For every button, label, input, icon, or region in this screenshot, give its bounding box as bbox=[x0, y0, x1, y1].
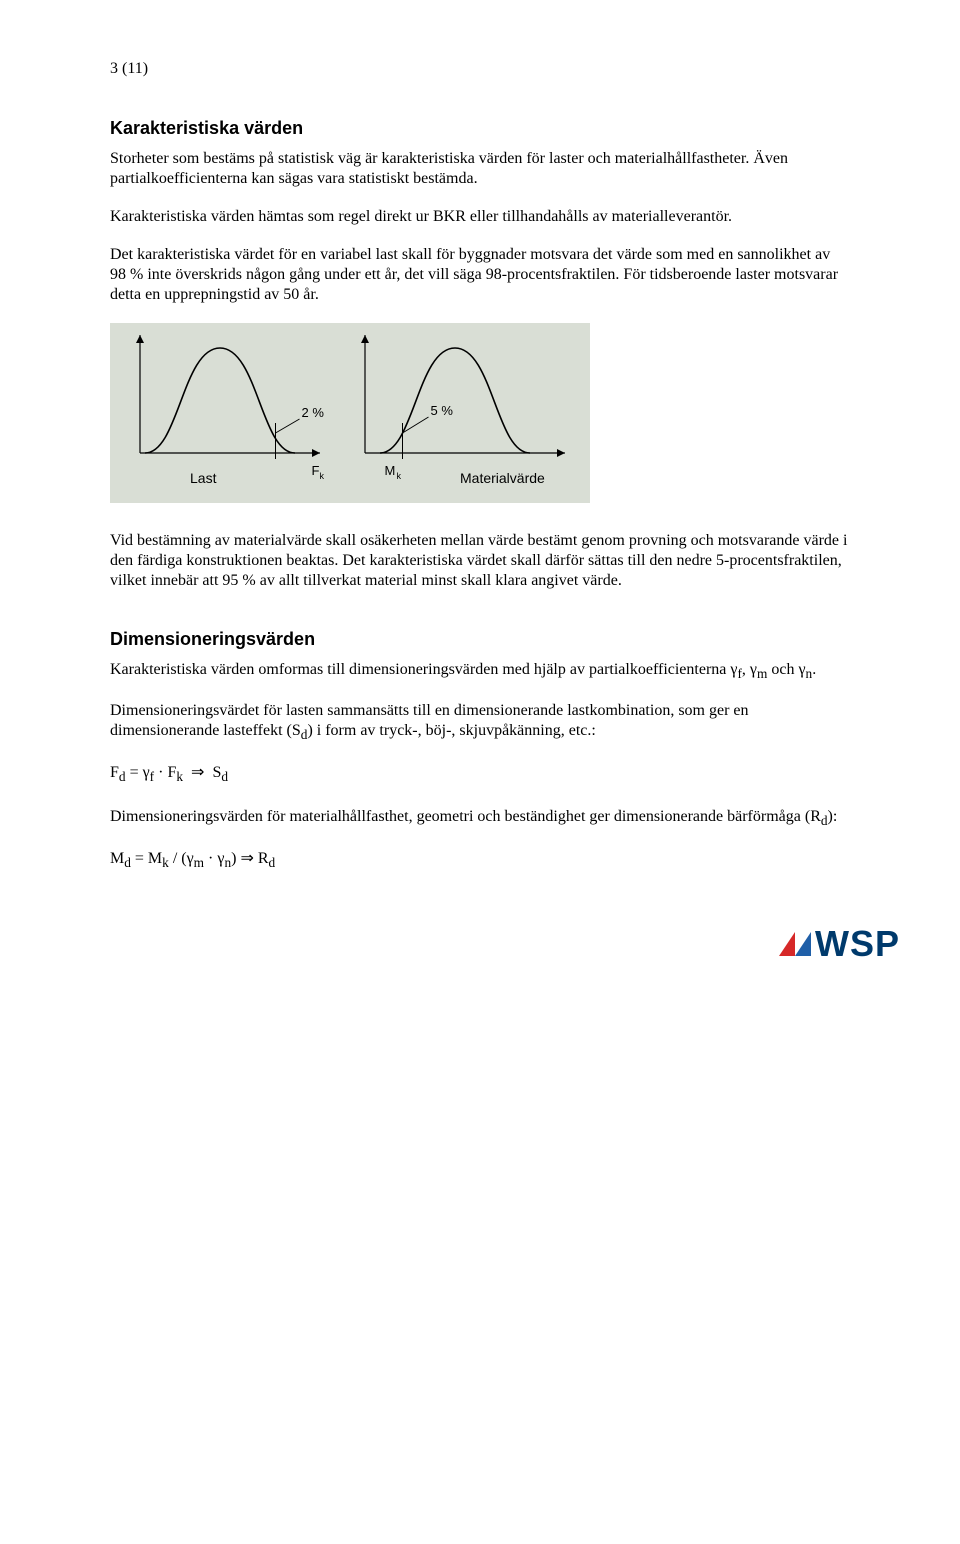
svg-text:F: F bbox=[312, 463, 320, 478]
svg-text:k: k bbox=[397, 471, 402, 481]
svg-text:M: M bbox=[385, 463, 396, 478]
paragraph: Dimensioneringsvärden för materialhållfa… bbox=[110, 807, 850, 830]
logo-text: WSP bbox=[815, 923, 900, 965]
svg-text:5 %: 5 % bbox=[431, 403, 454, 418]
paragraph: Det karakteristiska värdet för en variab… bbox=[110, 245, 850, 305]
svg-text:k: k bbox=[320, 471, 325, 481]
paragraph: Storheter som bestäms på statistisk väg … bbox=[110, 149, 850, 189]
paragraph: Karakteristiska värden hämtas som regel … bbox=[110, 207, 850, 227]
distribution-figure: 2 % Fk Last 5 % Mk Materialvärde bbox=[110, 323, 850, 503]
svg-text:Materialvärde: Materialvärde bbox=[460, 470, 545, 486]
paragraph: Vid bestämning av materialvärde skall os… bbox=[110, 531, 850, 591]
formula-md: Md = Mk / (γm · γn) ⇒ Rd bbox=[110, 848, 850, 871]
formula-fd: Fd = γf · Fk ⇒ Sd bbox=[110, 762, 850, 785]
page-number: 3 (11) bbox=[110, 60, 850, 78]
svg-text:Last: Last bbox=[190, 470, 217, 486]
paragraph: Karakteristiska värden omformas till dim… bbox=[110, 660, 850, 683]
heading-karakteristiska: Karakteristiska värden bbox=[110, 118, 850, 139]
logo-icon bbox=[775, 926, 815, 962]
heading-dimensionering: Dimensioneringsvärden bbox=[110, 629, 850, 650]
svg-text:2 %: 2 % bbox=[302, 405, 325, 420]
logo: WSP bbox=[0, 923, 960, 985]
paragraph: Dimensioneringsvärdet för lasten sammans… bbox=[110, 701, 850, 744]
